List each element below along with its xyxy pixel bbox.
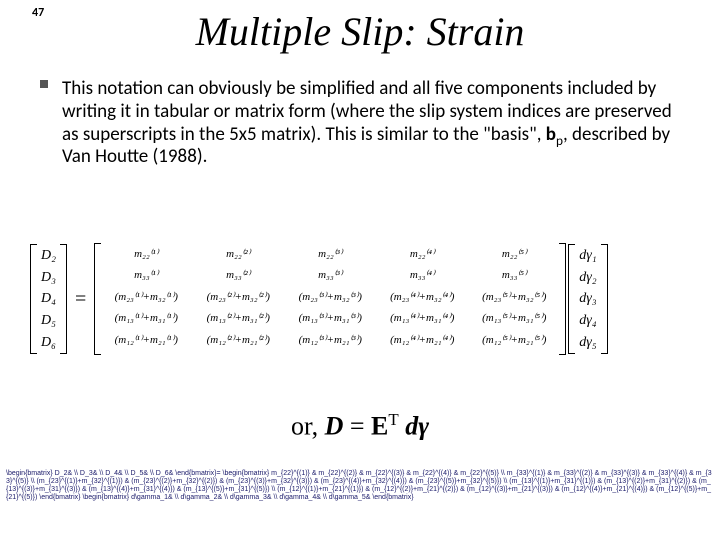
left-bracket-1 [30, 244, 37, 354]
m-2-4: m₃₃⁽⁴⁾ [379, 265, 465, 286]
m-5-4: (m₁₂⁽⁴⁾+m₂₁⁽⁴⁾) [379, 330, 465, 351]
coeff-matrix: m₂₂⁽¹⁾ m₂₂⁽²⁾ m₂₂⁽³⁾ m₂₂⁽⁴⁾ m₂₂⁽⁵⁾ m₃₃⁽¹… [103, 242, 557, 356]
lhs-d2: D₂ [41, 245, 56, 267]
m-5-2: (m₁₂⁽²⁾+m₂₁⁽²⁾) [195, 330, 281, 351]
right-bracket-2 [559, 243, 566, 355]
rhs-g3: dγ₃ [579, 288, 596, 310]
eq-dgamma: dγ [399, 412, 429, 441]
m-5-3: (m₁₂⁽³⁾+m₂₁⁽³⁾) [287, 330, 373, 351]
rhs-g1: dγ₁ [579, 245, 596, 267]
m-4-3: (m₁₃⁽³⁾+m₃₁⁽³⁾) [287, 308, 373, 329]
lhs-d5: D₅ [41, 310, 56, 332]
m-4-2: (m₁₃⁽²⁾+m₃₁⁽²⁾) [195, 308, 281, 329]
m-3-4: (m₂₃⁽⁴⁾+m₃₂⁽⁴⁾) [379, 287, 465, 308]
m-3-1: (m₂₃⁽¹⁾+m₃₂⁽¹⁾) [103, 287, 189, 308]
m-3-3: (m₂₃⁽³⁾+m₃₂⁽³⁾) [287, 287, 373, 308]
m-4-4: (m₁₃⁽⁴⁾+m₃₁⁽⁴⁾) [379, 308, 465, 329]
m-5-1: (m₁₂⁽¹⁾+m₂₁⁽¹⁾) [103, 330, 189, 351]
body-paragraph: This notation can obviously be simplifie… [62, 78, 682, 169]
latex-source-footer: \begin{bmatrix} D_2& \\ D_3& \\ D_4& \\ … [6, 470, 714, 502]
body-b-sub: p [556, 131, 563, 148]
rhs-g4: dγ₄ [579, 310, 596, 332]
m-1-2: m₂₂⁽²⁾ [195, 244, 281, 265]
m-1-4: m₂₂⁽⁴⁾ [379, 244, 465, 265]
m-4-5: (m₁₃⁽⁵⁾+m₃₁⁽⁵⁾) [471, 308, 557, 329]
m-2-1: m₃₃⁽¹⁾ [103, 265, 189, 286]
left-bracket-2 [94, 243, 101, 355]
right-bracket-1 [60, 244, 67, 354]
body-b: b [546, 123, 556, 146]
left-bracket-3 [568, 244, 575, 354]
equals-sign: = [69, 288, 92, 311]
lhs-vector: D₂ D₃ D₄ D₅ D₆ [39, 243, 58, 355]
rhs-vector: dγ₁ dγ₂ dγ₃ dγ₄ dγ₅ [577, 243, 598, 355]
rhs-g2: dγ₂ [579, 267, 596, 289]
or-text: or, [291, 412, 325, 441]
lhs-d4: D₄ [41, 288, 56, 310]
eq-D: D [325, 412, 344, 441]
m-2-3: m₃₃⁽³⁾ [287, 265, 373, 286]
right-bracket-3 [601, 244, 608, 354]
m-1-5: m₂₂⁽⁵⁾ [471, 244, 557, 265]
bullet-icon [40, 80, 48, 88]
m-2-5: m₃₃⁽⁵⁾ [471, 265, 557, 286]
m-3-2: (m₂₃⁽²⁾+m₃₂⁽²⁾) [195, 287, 281, 308]
lhs-d6: D₆ [41, 332, 56, 354]
eq-E: E [371, 412, 388, 441]
eq-T-superscript: T [388, 410, 398, 429]
slide-title: Multiple Slip: Strain [0, 8, 720, 55]
m-1-1: m₂₂⁽¹⁾ [103, 244, 189, 265]
m-4-1: (m₁₃⁽¹⁾+m₃₁⁽¹⁾) [103, 308, 189, 329]
m-5-5: (m₁₂⁽⁵⁾+m₂₁⁽⁵⁾) [471, 330, 557, 351]
lhs-d3: D₃ [41, 267, 56, 289]
m-2-2: m₃₃⁽²⁾ [195, 265, 281, 286]
m-1-3: m₂₂⁽³⁾ [287, 244, 373, 265]
rhs-g5: dγ₅ [579, 332, 596, 354]
eq-equals: = [343, 412, 371, 441]
compact-equation: or, D = ET dγ [0, 410, 720, 442]
m-3-5: (m₂₃⁽⁵⁾+m₃₂⁽⁵⁾) [471, 287, 557, 308]
matrix-equation: D₂ D₃ D₄ D₅ D₆ = m₂₂⁽¹⁾ m₂₂⁽²⁾ m₂₂⁽³⁾ m₂… [30, 242, 690, 356]
